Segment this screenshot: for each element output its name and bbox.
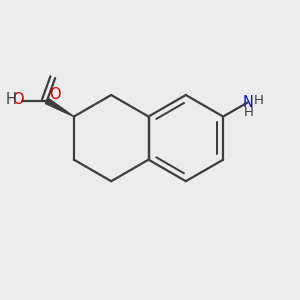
Polygon shape [45, 98, 74, 117]
Text: O: O [12, 92, 24, 107]
Text: N: N [242, 95, 253, 110]
Text: O: O [50, 87, 61, 102]
Text: H: H [5, 92, 16, 107]
Text: H: H [254, 94, 264, 107]
Text: H: H [244, 106, 254, 119]
